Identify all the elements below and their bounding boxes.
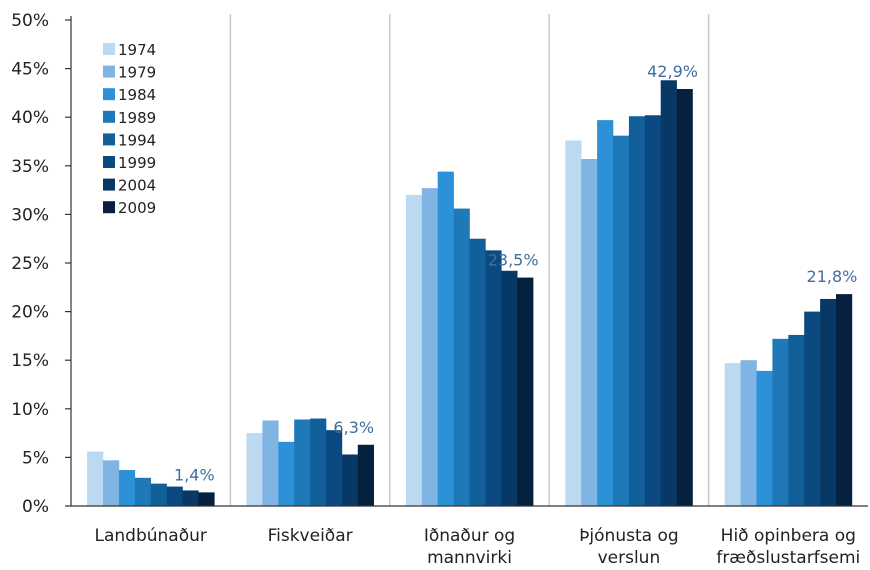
data-label: 21,8% <box>807 267 858 286</box>
bar-1999 <box>326 430 343 506</box>
bar-1974 <box>87 451 104 506</box>
data-label: 23,5% <box>488 251 539 270</box>
legend-swatch <box>103 201 115 214</box>
bar-1979 <box>740 360 757 506</box>
legend-swatch <box>103 88 115 101</box>
category-label: Landbúnaður <box>95 526 207 546</box>
legend-swatch <box>103 178 115 191</box>
y-tick-label: 15% <box>11 351 49 371</box>
legend-label: 2004 <box>118 177 156 195</box>
bar-2009 <box>517 277 534 506</box>
legend-label: 1974 <box>118 41 156 59</box>
bar-1984 <box>437 171 454 506</box>
bar-1989 <box>294 419 311 506</box>
category-label: Fiskveiðar <box>268 526 353 546</box>
bar-1974 <box>565 140 582 506</box>
bar-1999 <box>644 115 661 506</box>
bar-2009 <box>676 89 693 506</box>
bar-1994 <box>628 116 646 506</box>
bar-2009 <box>836 294 853 506</box>
bar-1984 <box>118 470 136 506</box>
bar-2004 <box>820 298 837 506</box>
legend-swatch <box>103 65 115 78</box>
category-label: Iðnaður og <box>424 526 515 546</box>
legend-swatch <box>103 110 115 123</box>
y-tick-label: 30% <box>11 205 49 225</box>
legend-label: 1994 <box>118 131 156 149</box>
bar-1979 <box>103 460 120 506</box>
y-tick-label: 35% <box>11 157 49 177</box>
legend-swatch <box>103 43 115 55</box>
bar-1984 <box>597 120 614 507</box>
y-tick-label: 45% <box>11 60 49 80</box>
category-label: fræðslustarfsemi <box>716 548 860 568</box>
bar-1979 <box>581 159 598 506</box>
bar-2009 <box>357 444 374 506</box>
bar-1984 <box>756 370 773 506</box>
category-label: Þjónusta og <box>579 526 679 546</box>
y-tick-label: 10% <box>11 400 49 420</box>
data-label: 42,9% <box>647 62 698 81</box>
legend-swatch <box>103 156 115 168</box>
bar-1989 <box>613 135 630 507</box>
bar-1994 <box>310 418 327 506</box>
bar-2004 <box>341 454 359 506</box>
legend-swatch <box>103 133 115 146</box>
y-tick-label: 20% <box>11 303 49 323</box>
y-tick-label: 40% <box>11 108 49 128</box>
bar-2009 <box>198 492 215 506</box>
bar-1979 <box>421 188 438 506</box>
bar-2004 <box>501 270 518 506</box>
bar-1999 <box>485 250 502 506</box>
category-label: Hið opinbera og <box>721 526 856 546</box>
bar-1999 <box>166 486 183 506</box>
data-label: 6,3% <box>333 418 374 437</box>
legend-label: 1999 <box>118 154 156 172</box>
bar-1974 <box>246 433 263 506</box>
legend-label: 1984 <box>118 86 156 104</box>
bar-2004 <box>182 490 199 506</box>
bar-1999 <box>804 311 821 506</box>
bar-1984 <box>278 441 295 506</box>
bar-1979 <box>262 420 279 506</box>
bar-1974 <box>724 363 741 506</box>
bar-1989 <box>772 338 789 506</box>
legend-label: 1979 <box>118 64 156 82</box>
bar-1994 <box>150 483 167 506</box>
bar-1989 <box>453 208 470 506</box>
bar-1989 <box>134 477 151 506</box>
y-tick-label: 50% <box>11 11 49 31</box>
legend-label: 1989 <box>118 109 156 127</box>
category-label: verslun <box>598 548 661 568</box>
legend-label: 2009 <box>118 199 156 217</box>
bar-1974 <box>405 194 423 506</box>
category-label: mannvirki <box>427 548 512 568</box>
y-tick-label: 5% <box>22 448 49 468</box>
bar-2004 <box>660 80 677 506</box>
data-label: 1,4% <box>174 465 215 484</box>
y-tick-label: 0% <box>22 497 49 517</box>
bar-1994 <box>788 334 805 506</box>
bar-1994 <box>469 238 486 506</box>
y-tick-label: 25% <box>11 254 49 274</box>
